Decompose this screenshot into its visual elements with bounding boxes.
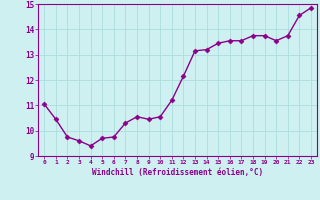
- X-axis label: Windchill (Refroidissement éolien,°C): Windchill (Refroidissement éolien,°C): [92, 168, 263, 177]
